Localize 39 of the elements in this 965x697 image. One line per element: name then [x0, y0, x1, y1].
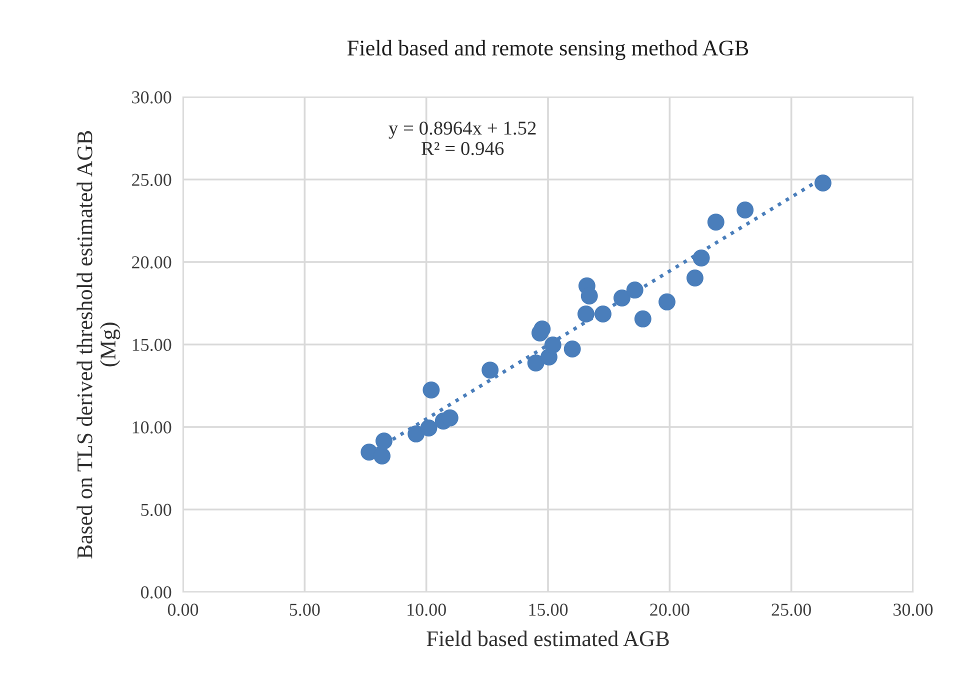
x-tick-label: 10.00: [408, 604, 446, 616]
annotation: y = 0.8964x + 1.52 R² = 0.946: [388, 122, 536, 156]
point: [594, 305, 612, 322]
y-tick-label: 20.00: [132, 256, 172, 269]
x-tick-label: 20.00: [650, 604, 690, 616]
y-tick-label: 10.00: [132, 421, 172, 434]
point: [707, 214, 724, 231]
point: [692, 250, 710, 267]
point: [564, 340, 581, 358]
point: [544, 336, 562, 354]
x-tick-label: 5.00: [290, 604, 320, 616]
y-axis-title: Based on TLS derived threshold estimated AGB (Mg): [76, 131, 120, 558]
x-axis-title: Field based estimated AGB: [426, 630, 669, 646]
point: [814, 174, 832, 192]
chart-title: Field based and remote sensing method AGB: [347, 40, 748, 60]
point: [374, 448, 391, 465]
point: [422, 382, 440, 399]
point: [408, 425, 425, 442]
point: [626, 282, 644, 299]
point: [420, 419, 438, 436]
point: [527, 354, 544, 372]
x-tick-label: 15.00: [529, 604, 568, 616]
x-tick-label: 25.00: [772, 604, 811, 616]
point: [686, 270, 704, 287]
y-tick-label: 5.00: [141, 504, 172, 516]
point: [736, 202, 754, 219]
x-tick-label: 30.00: [894, 604, 933, 616]
point: [580, 287, 598, 304]
x-tick-label: 0.00: [168, 604, 198, 616]
point: [658, 293, 676, 310]
y-tick-label: 30.00: [132, 91, 172, 104]
point: [482, 362, 499, 379]
y-tick-label: 25.00: [132, 174, 172, 186]
point: [375, 432, 392, 450]
point: [577, 305, 594, 322]
point: [613, 289, 630, 306]
y-tick-label: 15.00: [132, 338, 172, 352]
y-tick-label: 0.00: [140, 586, 172, 599]
point: [634, 310, 652, 328]
